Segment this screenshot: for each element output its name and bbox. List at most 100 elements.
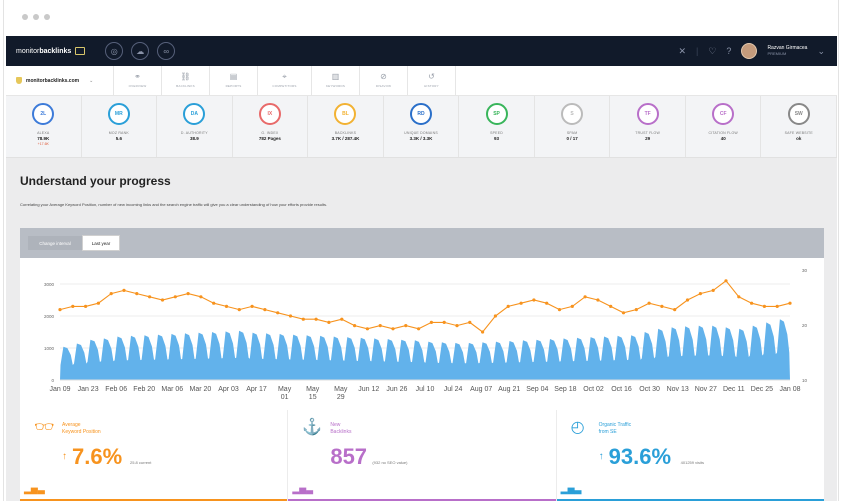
metric-safe-website[interactable]: SW SAFE WEBSITE ok	[761, 96, 838, 157]
page-description: Correlating your Average Keyword Positio…	[20, 202, 328, 207]
metric-badge-icon: 2L	[32, 103, 55, 125]
position-point	[224, 304, 229, 308]
speedometer-icon: ◴	[570, 419, 585, 436]
metric-citation-flow[interactable]: CF CITATION FLOW 40	[686, 96, 762, 157]
x-tick-label: Oct 16	[611, 386, 632, 393]
metric-moz-rank[interactable]: MR MOZ RANK 5.6	[82, 96, 158, 157]
dashboard-icon[interactable]: ◎	[105, 42, 124, 60]
link-icon[interactable]: ∞	[157, 42, 176, 60]
glasses-icon: 👓︎	[34, 419, 55, 436]
position-point	[250, 304, 254, 308]
position-point	[634, 308, 638, 312]
arrow-up-icon: ↑	[598, 451, 604, 462]
x-tick-label: Feb 20	[133, 386, 155, 393]
position-point	[340, 317, 344, 321]
metric-badge-icon: IX	[258, 103, 281, 125]
metric-badge-icon: SW	[787, 103, 810, 125]
main-content: Understand your progress Correlating you…	[6, 158, 837, 501]
stat-underline	[20, 499, 288, 501]
tab-label: COMPETITORS	[272, 84, 297, 88]
metric-alexa[interactable]: 2L ALEXA 78.9K +17.6K	[6, 96, 82, 157]
position-point	[673, 308, 677, 312]
tab-history[interactable]: ↺ HISTORY	[408, 66, 456, 95]
metric-label: SPAM	[566, 131, 578, 135]
stat-label-line: from SE	[598, 429, 617, 435]
brand-bold: backlinks	[39, 47, 72, 55]
x-tick-label: Dec 11	[723, 386, 745, 393]
tab-label: KEYWORDS	[325, 84, 346, 88]
x-tick-label: Sep 04	[526, 386, 548, 393]
stat-label-line: Backlinks	[330, 429, 352, 435]
tools-icon[interactable]: ✕	[678, 45, 686, 56]
bars-icon: ▂▅▃	[24, 484, 45, 494]
metric-badge-icon: SP	[485, 103, 508, 125]
stat-note: (932 no SEO value)	[372, 460, 408, 465]
link-icon: ⛓	[180, 72, 191, 81]
position-point	[314, 317, 318, 321]
site-selector[interactable]: monitorbacklinks.com ⌄	[6, 66, 114, 95]
position-point	[775, 304, 779, 308]
metric-change: +17.6K	[37, 142, 49, 146]
x-tick-label: Jan 09	[49, 386, 70, 393]
anchor-icon: ⚓	[302, 419, 323, 436]
stat-label: Average Keyword Position	[62, 422, 101, 436]
metric-backlinks[interactable]: BL BACKLINKS 3.7K / 287.4K	[308, 96, 384, 157]
bars-icon: ▥	[331, 72, 340, 81]
position-point	[762, 304, 767, 308]
metric-value: 782 Pages	[258, 136, 281, 141]
bars-icon: ▂▅▃	[560, 484, 582, 494]
tab-keywords[interactable]: ▥ KEYWORDS	[312, 66, 360, 95]
position-point	[609, 304, 613, 308]
window-dot[interactable]	[44, 14, 50, 20]
chevron-down-icon[interactable]: ⌄	[817, 45, 825, 56]
tab-competitors[interactable]: ⌖ COMPETITORS	[258, 66, 312, 95]
metric-trust-flow[interactable]: TF TRUST FLOW 29	[610, 96, 686, 157]
x-tick-label: Aug 21	[498, 386, 520, 393]
position-point	[378, 324, 382, 328]
window-dot[interactable]	[22, 14, 28, 20]
metric-spam[interactable]: S SPAM 0 / 17	[535, 96, 611, 157]
metric-speed[interactable]: SP SPEED 93	[459, 96, 535, 157]
metric-value: 40	[720, 136, 726, 141]
position-point	[391, 327, 395, 331]
user-info[interactable]: Razvan Girmacea PREMIUM	[767, 45, 807, 57]
metric-label: ALEXA	[37, 131, 50, 135]
cloud-icon[interactable]: ☁	[131, 42, 150, 60]
position-point	[788, 301, 792, 305]
position-point	[596, 298, 600, 302]
tab-disavow[interactable]: ⊘ DISAVOW	[360, 66, 408, 95]
tab-overview[interactable]: ⚭ OVERVIEW	[114, 66, 162, 95]
x-tick-label: Aug 07	[470, 386, 492, 393]
user-name: Razvan Girmacea	[767, 45, 808, 51]
help-icon[interactable]: ?	[726, 46, 732, 56]
stat-keyword-position: 👓︎ Average Keyword Position ↑ 7.6% 25.8 c…	[20, 410, 289, 501]
stat-label-line: Keyword Position	[62, 429, 101, 435]
metric-g-index[interactable]: IX G. INDEX 782 Pages	[233, 96, 309, 157]
window-dot[interactable]	[33, 14, 39, 20]
stat-value: 7.6%	[72, 444, 123, 469]
chevron-down-icon: ⌄	[89, 77, 94, 84]
position-point	[173, 295, 177, 299]
position-point	[122, 288, 126, 292]
x-tick-label: Apr 17	[246, 386, 267, 393]
avatar[interactable]	[741, 43, 758, 59]
position-point	[148, 295, 152, 299]
position-point	[84, 304, 88, 308]
y-tick-label: 3000	[44, 282, 55, 287]
position-point	[545, 301, 549, 305]
position-point	[455, 324, 459, 328]
tabs-bar: monitorbacklinks.com ⌄ ⚭ OVERVIEW ⛓ BACKLI…	[6, 66, 837, 96]
metric-unique-domains[interactable]: RD UNIQUE DOMAINS 3.3K / 3.3K	[384, 96, 460, 157]
tab-backlinks[interactable]: ⛓ BACKLINKS	[162, 66, 210, 95]
metric-label: SPEED	[490, 131, 503, 135]
change-interval-button[interactable]: Change interval	[28, 236, 82, 250]
metric-badge-icon: BL	[334, 103, 357, 125]
crosshair-icon: ⌖	[282, 72, 287, 81]
stat-value: 93.6%	[608, 444, 672, 469]
heart-icon[interactable]: ♡	[708, 45, 717, 56]
tab-reports[interactable]: ▤ REPORTS	[210, 66, 258, 95]
metric-d-authority[interactable]: DA D. AUTHORITY 38.9	[157, 96, 233, 157]
metric-badge-icon: DA	[183, 103, 206, 125]
last-year-button[interactable]: Last year	[82, 235, 120, 251]
brand-logo[interactable]: monitor backlinks	[16, 47, 86, 55]
